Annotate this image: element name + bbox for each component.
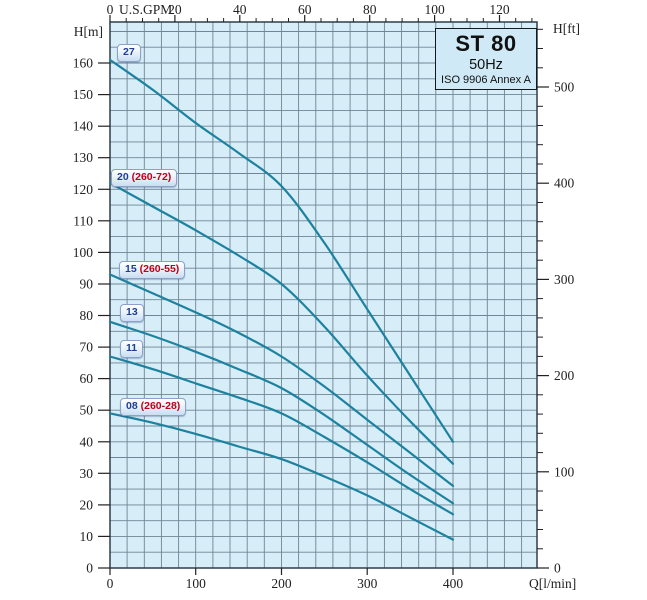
curve-label-11: 11 (120, 340, 144, 358)
bottom-axis-unit-label: Q[l/min] (529, 576, 577, 591)
bottom-axis-tick-label: 400 (443, 576, 464, 591)
curve-label-number: 08 (126, 400, 138, 412)
top-axis-tick-label: 120 (489, 2, 510, 17)
left-axis-tick-label: 50 (80, 403, 94, 418)
curve-label-13: 13 (120, 304, 144, 322)
bottom-axis-tick-label: 200 (271, 576, 292, 591)
left-axis-tick-label: 140 (73, 119, 94, 134)
left-axis-unit-label: H[m] (73, 24, 103, 39)
curve-label-number: 15 (125, 263, 137, 275)
left-axis-tick-label: 10 (80, 529, 94, 544)
right-axis-tick-label: 100 (554, 464, 575, 479)
top-axis-tick-label: 40 (233, 2, 247, 17)
top-axis-tick-label: 20 (168, 2, 182, 17)
curve-label-number: 20 (117, 171, 129, 183)
chart-title-box: ST 80 50Hz ISO 9906 Annex A (435, 28, 537, 90)
top-axis-tick-label: 0 (107, 2, 114, 17)
left-axis-tick-label: 40 (80, 434, 94, 449)
left-axis-tick-label: 100 (73, 245, 94, 260)
curve-label-suffix: (260-72) (128, 171, 172, 183)
pump-curve-11 (108, 355, 455, 516)
left-axis-tick-label: 60 (80, 371, 94, 386)
right-axis-tick-label: 400 (554, 176, 575, 191)
top-axis-tick-label: 60 (298, 2, 312, 17)
left-axis-tick-label: 130 (73, 150, 94, 165)
top-axis-unit-label: U.S.GPM (119, 2, 173, 17)
plot-area (110, 22, 537, 568)
left-axis-tick-label: 20 (80, 497, 94, 512)
pump-model-title: ST 80 (455, 30, 517, 56)
left-axis-tick-label: 150 (73, 87, 94, 102)
left-axis-tick-label: 90 (80, 277, 94, 292)
left-axis-tick-label: 110 (73, 213, 93, 228)
bottom-axis-tick-label: 300 (357, 576, 378, 591)
top-axis-tick-label: 80 (363, 2, 377, 17)
left-axis-tick-label: 80 (80, 308, 94, 323)
right-axis-tick-label: 500 (554, 80, 575, 95)
curve-label-08: 08 (260-28) (120, 398, 187, 416)
bottom-axis-tick-label: 100 (186, 576, 207, 591)
left-axis-tick-label: 30 (80, 466, 94, 481)
iso-standard-note: ISO 9906 Annex A (441, 73, 531, 86)
curve-label-27: 27 (117, 44, 141, 62)
right-axis-unit-label: H[ft] (553, 21, 580, 36)
bottom-axis-tick-label: 0 (107, 576, 114, 591)
right-axis-tick-label: 300 (554, 272, 575, 287)
left-axis-tick-label: 70 (80, 340, 94, 355)
curve-label-number: 27 (123, 46, 135, 58)
pump-curve-20 (108, 181, 455, 465)
top-axis-tick-label: 100 (424, 2, 445, 17)
right-axis-tick-label: 200 (554, 368, 575, 383)
left-axis-tick-label: 120 (73, 182, 94, 197)
pump-curve-15 (108, 273, 455, 487)
curve-label-suffix: (260-55) (136, 263, 180, 275)
pump-frequency: 50Hz (469, 56, 503, 73)
left-axis-tick-label: 0 (86, 561, 93, 576)
right-axis-tick-label: 0 (554, 561, 561, 576)
curve-label-15: 15 (260-55) (119, 261, 186, 279)
curve-label-number: 13 (126, 306, 138, 318)
curve-label-number: 11 (126, 342, 138, 354)
pump-curve-27 (108, 58, 455, 443)
plot-border (109, 21, 538, 569)
curve-label-20: 20 (260-72) (111, 169, 178, 187)
pump-curve-08 (108, 412, 455, 541)
pump-curve-13 (108, 320, 455, 505)
curve-label-suffix: (260-28) (137, 400, 181, 412)
left-axis-tick-label: 160 (73, 56, 94, 71)
